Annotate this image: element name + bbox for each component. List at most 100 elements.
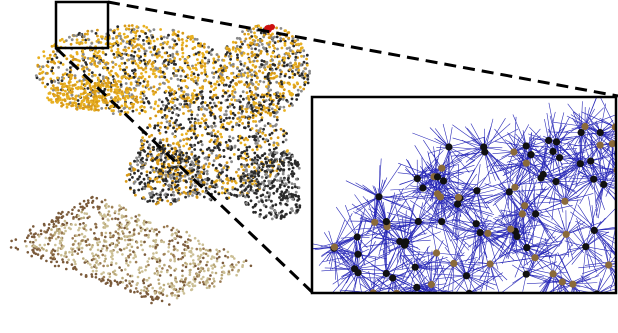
- vehicle-point: [262, 181, 265, 185]
- ground-point: [84, 229, 88, 232]
- ground-point: [90, 273, 93, 276]
- vehicle-point: [173, 135, 177, 139]
- vehicle-point: [165, 36, 169, 40]
- ground-point: [183, 251, 186, 255]
- vehicle-point: [246, 176, 250, 180]
- ground-point: [130, 245, 134, 249]
- vehicle-point: [269, 213, 273, 216]
- vehicle-point: [188, 127, 192, 131]
- ground-point: [39, 232, 43, 236]
- vehicle-point: [139, 100, 143, 104]
- vehicle-point: [127, 58, 131, 62]
- vehicle-point: [200, 71, 204, 75]
- vehicle-point: [159, 193, 162, 197]
- ground-point: [179, 257, 183, 261]
- vehicle-point: [84, 38, 88, 42]
- vehicle-point: [82, 98, 86, 102]
- vehicle-point: [300, 89, 303, 93]
- graph-edge: [479, 232, 509, 258]
- ground-point: [102, 278, 105, 282]
- vehicle-point: [113, 83, 117, 87]
- vehicle-point: [164, 58, 167, 62]
- ground-point: [77, 214, 80, 217]
- vehicle-point: [154, 52, 158, 56]
- ground-point: [173, 236, 176, 240]
- vehicle-point: [62, 85, 66, 88]
- graph-edge: [482, 146, 514, 153]
- vehicle-point: [262, 80, 266, 84]
- vehicle-point: [247, 32, 250, 36]
- vehicle-point: [96, 34, 99, 38]
- vehicle-point: [246, 67, 250, 71]
- ground-point-cloud: [9, 195, 253, 306]
- vehicle-point: [234, 181, 238, 185]
- vehicle-point: [118, 91, 121, 95]
- vehicle-point: [275, 189, 279, 193]
- vehicle-point: [296, 65, 300, 69]
- vehicle-point: [146, 200, 150, 203]
- vehicle-point: [61, 73, 65, 77]
- ground-point: [249, 264, 253, 268]
- vehicle-point: [256, 172, 260, 176]
- vehicle-point: [247, 45, 251, 49]
- ground-point: [142, 223, 146, 226]
- graph-edge: [463, 206, 481, 233]
- neighborhood-graph: [313, 98, 615, 292]
- vehicle-point: [68, 84, 71, 87]
- vehicle-point: [235, 47, 239, 50]
- graph-edges: [313, 98, 615, 292]
- vehicle-point: [226, 98, 229, 102]
- vehicle-point: [192, 72, 196, 76]
- vehicle-point: [229, 80, 233, 84]
- vehicle-point: [236, 174, 240, 178]
- ground-point: [168, 265, 171, 268]
- ground-point: [108, 275, 112, 279]
- vehicle-point: [194, 136, 198, 140]
- vehicle-point: [140, 180, 143, 184]
- graph-edge: [442, 123, 450, 148]
- vehicle-point: [237, 168, 241, 171]
- vehicle-point: [291, 76, 295, 79]
- vehicle-point: [254, 85, 257, 89]
- vehicle-point: [230, 98, 234, 101]
- ground-point: [50, 236, 54, 240]
- graph-edge: [581, 111, 615, 128]
- vehicle-point: [188, 99, 192, 103]
- vehicle-point: [185, 39, 189, 43]
- vehicle-point: [88, 57, 92, 60]
- ground-point: [181, 289, 185, 293]
- ground-point: [173, 294, 177, 297]
- vehicle-point: [147, 75, 151, 79]
- vehicle-point: [125, 40, 129, 43]
- vehicle-point: [205, 189, 208, 193]
- vehicle-point: [246, 74, 250, 78]
- vehicle-point: [75, 34, 78, 38]
- vehicle-point: [284, 213, 288, 216]
- vehicle-point: [144, 32, 148, 35]
- vehicle-point: [267, 43, 271, 47]
- vehicle-point: [269, 34, 273, 37]
- ground-point: [157, 278, 160, 282]
- graph-edge: [431, 176, 435, 203]
- vehicle-point: [165, 120, 169, 124]
- vehicle-point: [212, 159, 216, 163]
- ground-point: [107, 272, 110, 275]
- vehicle-point: [193, 46, 197, 49]
- ground-point: [211, 271, 214, 274]
- ground-point: [128, 282, 131, 285]
- vehicle-point: [149, 117, 152, 120]
- vehicle-point: [194, 173, 198, 177]
- ground-point: [155, 233, 159, 236]
- vehicle-point: [208, 197, 212, 201]
- vehicle-point: [284, 190, 287, 194]
- vehicle-point: [205, 108, 209, 111]
- ground-point: [171, 226, 175, 230]
- graph-edge: [356, 236, 363, 260]
- vehicle-point: [179, 123, 183, 126]
- ground-point: [212, 263, 216, 267]
- vehicle-point: [64, 39, 68, 42]
- vehicle-point: [104, 76, 108, 79]
- ground-point: [78, 222, 82, 226]
- vehicle-point: [68, 87, 72, 90]
